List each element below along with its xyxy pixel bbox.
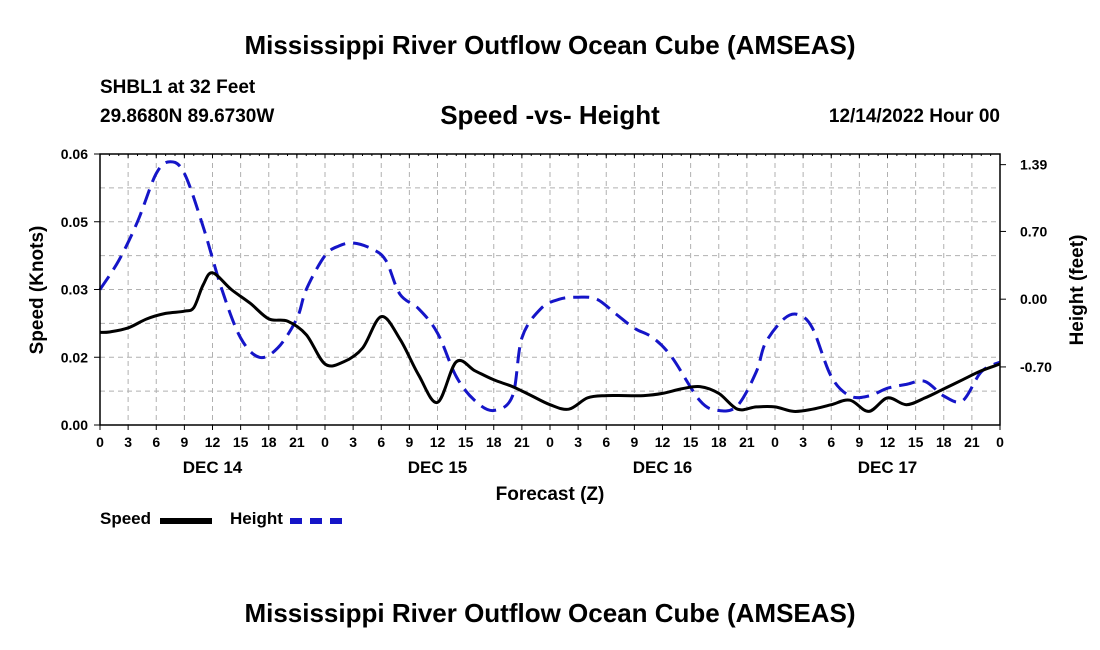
chart-title: Mississippi River Outflow Ocean Cube (AM… (244, 30, 856, 60)
left-tick-label: 0.02 (61, 349, 88, 365)
x-tick-label: 0 (96, 434, 104, 450)
x-tick-label: 0 (546, 434, 554, 450)
x-tick-label: 3 (124, 434, 132, 450)
speed-line (99, 271, 1001, 413)
x-axis-label: Forecast (Z) (496, 484, 605, 505)
right-tick-label: 0.70 (1020, 223, 1047, 239)
left-axis-label: Speed (Knots) (27, 226, 48, 355)
x-tick-label: 18 (711, 434, 727, 450)
day-label: DEC 14 (183, 458, 243, 477)
x-tick-label: 12 (880, 434, 896, 450)
x-tick-label: 12 (205, 434, 221, 450)
grid (100, 154, 1000, 425)
x-tick-label: 0 (996, 434, 1004, 450)
day-label: DEC 17 (858, 458, 918, 477)
x-tick-label: 9 (630, 434, 638, 450)
x-tick-label: 6 (152, 434, 160, 450)
x-tick-label: 21 (739, 434, 755, 450)
x-tick-label: 18 (936, 434, 952, 450)
x-tick-label: 6 (602, 434, 610, 450)
x-tick-label: 6 (377, 434, 385, 450)
legend-height-label: Height (230, 509, 283, 528)
x-tick-label: 9 (855, 434, 863, 450)
right-tick-label: 0.00 (1020, 291, 1047, 307)
bottom-title: Mississippi River Outflow Ocean Cube (AM… (244, 598, 856, 628)
x-tick-label: 3 (349, 434, 357, 450)
x-tick-label: 15 (683, 434, 699, 450)
x-tick-label: 12 (430, 434, 446, 450)
height-series (98, 160, 1001, 413)
right-tick-label: -0.70 (1020, 359, 1052, 375)
x-tick-label: 15 (233, 434, 249, 450)
x-tick-label: 21 (514, 434, 530, 450)
x-tick-label: 3 (799, 434, 807, 450)
x-tick-label: 15 (908, 434, 924, 450)
right-axis-label: Height (feet) (1067, 235, 1088, 346)
left-tick-label: 0.06 (61, 146, 88, 162)
x-tick-label: 3 (574, 434, 582, 450)
legend-height-swatch (290, 518, 342, 524)
day-label: DEC 16 (633, 458, 693, 477)
x-tick-label: 18 (486, 434, 502, 450)
x-tick-label: 0 (321, 434, 329, 450)
speed-series (99, 271, 1001, 413)
x-tick-label: 21 (289, 434, 305, 450)
x-tick-label: 18 (261, 434, 277, 450)
left-tick-label: 0.05 (61, 214, 88, 230)
chart-subtitle: Speed -vs- Height (440, 100, 660, 130)
legend-speed-swatch (160, 518, 212, 524)
legend-speed-label: Speed (100, 509, 152, 528)
x-tick-label: 6 (827, 434, 835, 450)
x-tick-label: 0 (771, 434, 779, 450)
x-tick-label: 15 (458, 434, 474, 450)
forecast-date-label: 12/14/2022 Hour 00 (828, 106, 1000, 127)
left-tick-label: 0.00 (61, 417, 88, 433)
coordinates-label: 29.8680N 89.6730W (100, 106, 275, 127)
station-label: SHBL1 at 32 Feet (100, 77, 256, 98)
right-tick-label: 1.39 (1020, 157, 1047, 173)
height-line (98, 160, 1001, 413)
x-tick-label: 12 (655, 434, 671, 450)
left-tick-label: 0.03 (61, 282, 88, 298)
x-tick-label: 9 (405, 434, 413, 450)
day-label: DEC 15 (408, 458, 468, 477)
x-tick-label: 9 (180, 434, 188, 450)
x-tick-label: 21 (964, 434, 980, 450)
axes: 0 3 6 9 12 15 18 21 0 3 6 9 12 15 18 21 0 3 6 9 12 15 18 21 0 3 6 9… (61, 146, 1052, 477)
